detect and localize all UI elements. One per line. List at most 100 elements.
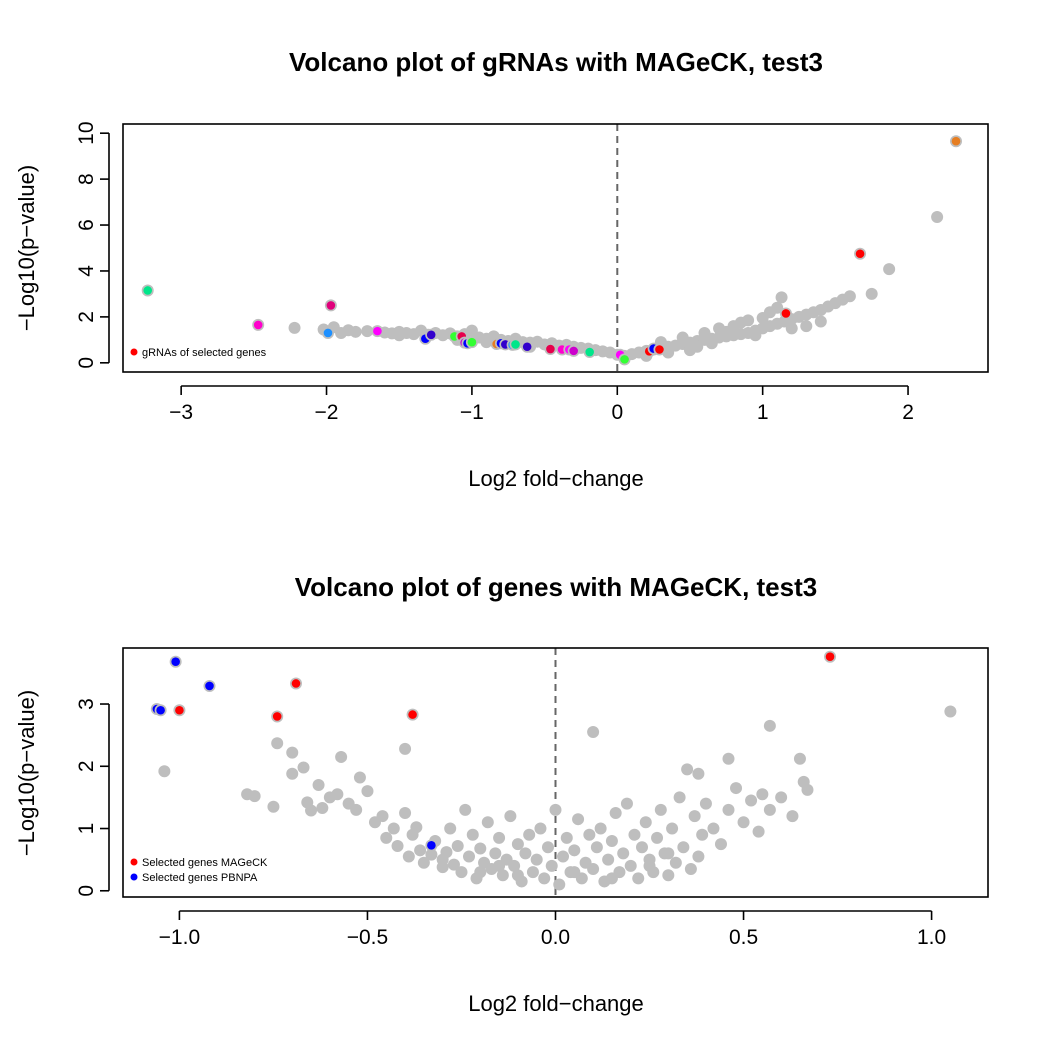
grna-point	[683, 344, 696, 357]
grna-x-tick-label: 2	[902, 401, 914, 424]
grna-plot-title: Volcano plot of gRNAs with MAGeCK, test3	[289, 47, 823, 77]
gene-point	[353, 771, 366, 784]
grna-axes: −3 −2 −1 0 1 2 0 2 4 6 8 10	[75, 122, 989, 424]
grna-x-tick-label: −1	[460, 401, 484, 424]
gene-point	[387, 822, 400, 835]
grna-point	[705, 337, 718, 350]
gene-legend: Selected genes MAGeCK Selected genes PBNP…	[130, 857, 268, 884]
gene-point	[459, 803, 472, 816]
gene-point	[688, 810, 701, 823]
gene-point	[730, 782, 743, 795]
grna-point	[814, 315, 827, 328]
gene-point	[316, 801, 329, 814]
grna-highlight-point	[781, 309, 791, 318]
gene-point	[335, 750, 348, 763]
gene-point	[496, 869, 509, 882]
gene-point	[399, 806, 412, 819]
grna-point	[771, 301, 784, 314]
gene-point	[312, 778, 325, 791]
grna-point	[883, 263, 896, 276]
grna-point	[931, 211, 944, 223]
gene-point	[519, 847, 532, 860]
grna-point	[698, 326, 711, 339]
gene-point	[248, 790, 261, 803]
gene-marks	[150, 648, 957, 897]
gene-point	[587, 726, 600, 739]
gene-point	[609, 806, 622, 819]
gene-point	[350, 803, 363, 816]
gene-point	[587, 862, 600, 875]
grna-highlight-point	[522, 342, 532, 352]
grna-y-tick-label: 8	[75, 173, 98, 185]
gene-point	[602, 853, 615, 866]
gene-point	[756, 788, 769, 801]
gene-legend-marker	[130, 858, 138, 866]
grna-y-tick-label: 6	[75, 219, 98, 231]
gene-point	[745, 794, 758, 807]
grna-y-axis-label: −Log10(p−value)	[14, 165, 39, 331]
gene-point	[590, 841, 603, 854]
gene-point	[455, 866, 468, 879]
gene-y-tick-label: 2	[75, 760, 98, 772]
gene-point	[414, 844, 427, 857]
gene-point	[696, 828, 709, 841]
gene-point	[557, 850, 570, 863]
gene-x-tick-label: 0.5	[729, 926, 758, 949]
gene-plot-frame	[122, 647, 989, 898]
gene-point	[654, 803, 667, 816]
gene-pbnpa-point	[171, 657, 180, 666]
grna-point	[800, 320, 813, 333]
gene-point	[662, 869, 675, 882]
grna-y-tick-label: 10	[75, 122, 98, 145]
grna-highlight-point	[951, 136, 961, 146]
gene-point	[722, 752, 735, 765]
gene-y-tick-label: 3	[75, 698, 98, 710]
gene-point	[651, 831, 664, 844]
grna-highlight-point	[655, 345, 664, 354]
grna-volcano-plot: Volcano plot of gRNAs with MAGeCK, test3…	[14, 47, 989, 491]
grna-point	[775, 291, 788, 304]
gene-point	[632, 872, 645, 885]
gene-point	[643, 859, 656, 872]
gene-point	[399, 742, 412, 755]
gene-point	[763, 719, 776, 732]
gene-point	[474, 866, 487, 879]
gene-point	[624, 859, 637, 872]
gene-point	[944, 705, 957, 718]
gene-point	[666, 822, 679, 835]
grna-highlight-point	[143, 286, 153, 295]
gene-point	[361, 785, 374, 798]
gene-point	[271, 737, 284, 750]
gene-point	[523, 828, 536, 841]
grna-point	[361, 325, 374, 338]
gene-point	[331, 788, 344, 801]
grna-highlight-point	[323, 328, 333, 338]
gene-axes: −1.0 −0.5 0.0 0.5 1.0 0 1 2 3	[75, 647, 989, 949]
grna-y-tick-label: 2	[75, 311, 98, 323]
gene-point	[417, 856, 430, 869]
grna-point	[865, 287, 878, 300]
gene-point	[560, 831, 573, 844]
grna-highlight-point	[511, 340, 520, 349]
gene-legend-marker	[130, 873, 138, 881]
grna-y-tick-label: 0	[75, 357, 98, 369]
grna-x-tick-label: 0	[611, 401, 623, 424]
grna-point	[349, 325, 362, 338]
gene-point	[636, 841, 648, 854]
grna-point	[676, 331, 689, 344]
gene-point	[530, 853, 543, 866]
gene-y-tick-label: 0	[75, 885, 98, 897]
gene-point	[594, 822, 607, 835]
gene-point	[793, 752, 806, 765]
gene-point	[553, 878, 566, 891]
gene-point	[286, 767, 299, 780]
gene-point	[410, 821, 423, 834]
gene-point	[493, 859, 506, 872]
grna-legend-label: gRNAs of selected genes	[142, 347, 267, 359]
gene-point	[481, 816, 494, 829]
grna-legend-marker	[130, 348, 138, 356]
gene-y-tick-label: 1	[75, 823, 98, 835]
grna-highlight-point	[253, 320, 263, 330]
gene-point	[684, 862, 697, 875]
gene-mageck-point	[825, 652, 835, 662]
